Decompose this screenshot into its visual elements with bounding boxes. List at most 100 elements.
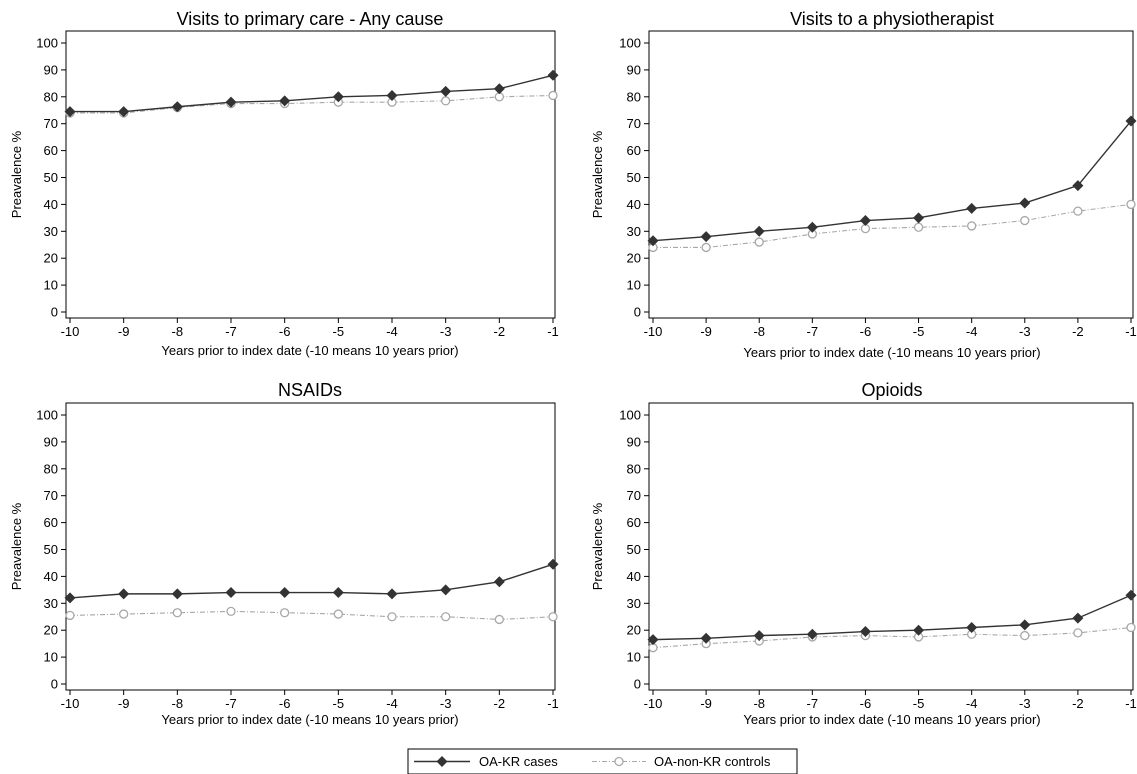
y-tick-label: 90 xyxy=(44,434,58,449)
controls-point xyxy=(548,90,558,101)
x-tick-label: -4 xyxy=(966,324,978,339)
y-tick-label: 70 xyxy=(44,488,58,503)
controls-point xyxy=(387,612,397,622)
cases-series-line xyxy=(652,120,1132,242)
x-tick-label: -6 xyxy=(279,696,291,711)
controls-point xyxy=(1073,206,1083,216)
controls-series-line xyxy=(653,203,1132,248)
y-tick-label: 30 xyxy=(627,224,641,239)
x-tick-label: -10 xyxy=(61,696,80,711)
y-tick-label: 30 xyxy=(44,224,58,239)
chart-panel-3: NSAIDs 0 10 20 30 40 50 60 70 80 90 100 -10 -9 -8 -7 -6 -… xyxy=(9,380,559,727)
cases-point xyxy=(1125,115,1137,127)
y-tick-label: 80 xyxy=(627,89,641,104)
y-tick-label: 30 xyxy=(627,596,641,611)
x-tick-label: -8 xyxy=(172,324,184,339)
controls-point xyxy=(441,96,451,106)
legend-controls-marker xyxy=(614,756,624,767)
controls-point xyxy=(226,606,236,617)
controls-point xyxy=(967,221,977,231)
y-axis-title: Preavalence % xyxy=(9,130,24,218)
controls-point xyxy=(701,242,711,253)
x-tick-label: -10 xyxy=(644,324,663,339)
x-tick-label: -5 xyxy=(333,696,345,711)
cases-point xyxy=(171,588,183,600)
x-tick-label: -5 xyxy=(913,324,925,339)
cases-point xyxy=(332,91,344,103)
cases-point xyxy=(440,85,452,97)
controls-point xyxy=(119,609,129,619)
cases-point xyxy=(806,628,818,640)
controls-series-line xyxy=(69,610,554,620)
x-tick-label: -8 xyxy=(172,696,184,711)
x-tick-label: -6 xyxy=(860,696,872,711)
panel-title: NSAIDs xyxy=(278,380,342,400)
y-tick-label: 60 xyxy=(44,515,58,530)
cases-point xyxy=(118,588,130,600)
controls-point xyxy=(1126,622,1136,633)
panel-title: Opioids xyxy=(861,380,922,400)
cases-point xyxy=(1072,612,1084,624)
cases-point xyxy=(966,622,978,634)
x-tick-label: -3 xyxy=(440,324,452,339)
panel-title: Visits to primary care - Any cause xyxy=(177,9,444,29)
y-tick-label: 100 xyxy=(619,408,641,423)
y-tick-label: 10 xyxy=(44,650,58,665)
y-tick-label: 40 xyxy=(627,197,641,212)
cases-point xyxy=(118,106,130,118)
chart-panel-4: Opioids 0 10 20 30 40 50 60 70 80 90 100 -10 -9 -8 -7 -6… xyxy=(590,380,1137,727)
y-tick-label: 80 xyxy=(627,461,641,476)
y-tick-label: 90 xyxy=(44,62,58,77)
cases-point xyxy=(1125,589,1137,601)
controls-series-line xyxy=(70,94,554,114)
y-axis-title: Preavalence % xyxy=(9,502,24,590)
y-tick-label: 0 xyxy=(51,305,58,320)
controls-point xyxy=(280,608,290,618)
x-tick-label: -5 xyxy=(333,324,345,339)
y-tick-label: 50 xyxy=(44,542,58,557)
y-tick-label: 20 xyxy=(44,251,58,266)
x-tick-label: -4 xyxy=(386,696,398,711)
y-tick-label: 30 xyxy=(44,596,58,611)
x-tick-label: -9 xyxy=(118,324,130,339)
y-tick-label: 50 xyxy=(44,170,58,185)
x-tick-label: -1 xyxy=(547,324,559,339)
cases-point xyxy=(647,634,659,646)
y-tick-label: 90 xyxy=(627,62,641,77)
x-tick-label: -7 xyxy=(225,696,237,711)
controls-point xyxy=(1020,630,1030,641)
cases-point xyxy=(171,101,183,113)
controls-point xyxy=(441,612,451,622)
chart-panel-2: Visits to a physiotherapist 0 10 20 30 40 50 60… xyxy=(590,9,1137,360)
plot-area xyxy=(65,402,556,691)
legend-cases-marker xyxy=(436,756,448,767)
x-tick-label: -7 xyxy=(807,696,819,711)
x-tick-label: -9 xyxy=(118,696,130,711)
cases-point xyxy=(386,89,398,101)
y-tick-label: 60 xyxy=(44,143,58,158)
x-axis-title: Years prior to index date (-10 means 10 … xyxy=(161,343,458,358)
y-tick-label: 0 xyxy=(51,677,58,692)
controls-point xyxy=(65,610,75,621)
x-tick-label: -3 xyxy=(440,696,452,711)
cases-point xyxy=(1019,619,1031,631)
x-tick-label: -10 xyxy=(644,696,663,711)
cases-point xyxy=(279,95,291,107)
cases-point xyxy=(806,221,818,233)
cases-series-line xyxy=(652,594,1132,641)
cases-point xyxy=(225,587,237,599)
x-axis-title: Years prior to index date (-10 means 10 … xyxy=(743,712,1040,727)
cases-point xyxy=(700,632,712,644)
x-axis-title: Years prior to index date (-10 means 10 … xyxy=(743,345,1040,360)
cases-point xyxy=(64,592,76,604)
y-tick-label: 50 xyxy=(627,170,641,185)
x-tick-label: -8 xyxy=(753,324,765,339)
y-tick-label: 40 xyxy=(627,569,641,584)
controls-point xyxy=(1126,199,1136,210)
x-tick-label: -4 xyxy=(386,324,398,339)
panel-title: Visits to a physiotherapist xyxy=(790,9,994,29)
x-tick-label: -10 xyxy=(61,324,80,339)
y-tick-label: 0 xyxy=(634,677,641,692)
cases-point xyxy=(753,225,765,237)
